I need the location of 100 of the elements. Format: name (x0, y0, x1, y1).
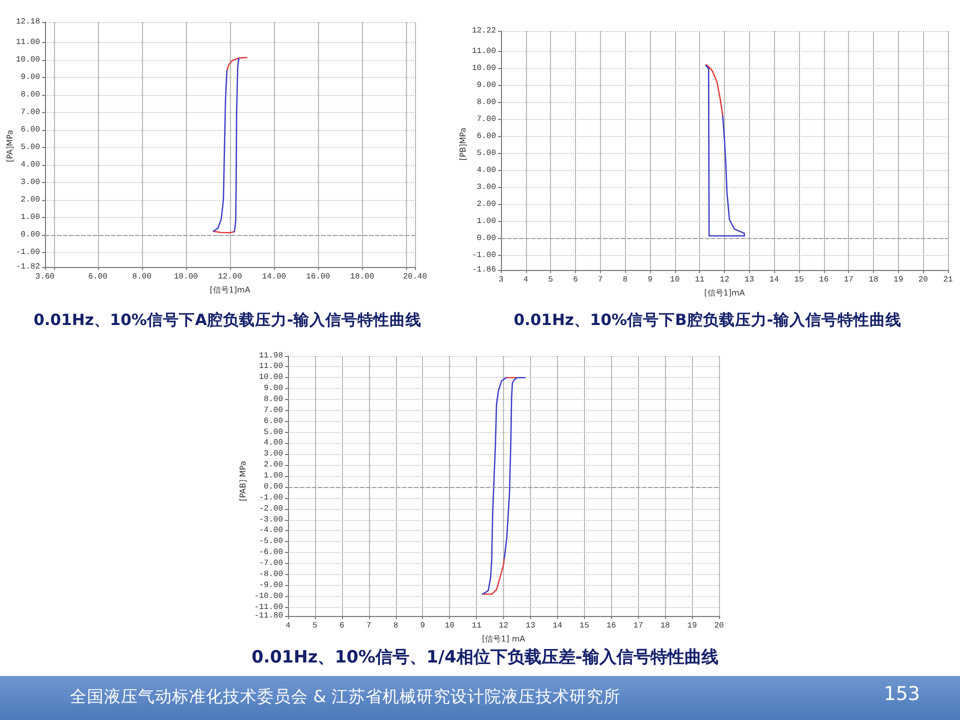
y-tick-label: -1.00 (16, 248, 40, 258)
x-tick-label: 10.00 (174, 272, 198, 282)
y-tick-label: -11.00 (254, 602, 284, 612)
y-axis-title: [PA]MPa (6, 130, 14, 162)
x-tick-label: 20 (714, 622, 724, 630)
y-tick-label: 3.00 (264, 450, 284, 459)
x-tick-label: 8.00 (132, 272, 152, 282)
x-tick-label: 8 (393, 622, 398, 630)
x-tick-label: 8 (622, 276, 628, 284)
x-tick-label: 16 (819, 276, 829, 284)
text: 153 (884, 683, 920, 705)
y-tick-label: 12.18 (16, 18, 40, 26)
line-series (482, 377, 507, 595)
x-axis-title: [信号1] mA (482, 634, 526, 644)
y-tick-label: -8.00 (258, 570, 284, 579)
y-tick-label: 3.00 (476, 183, 496, 192)
line-series (212, 70, 228, 232)
y-tick-label: -2.00 (258, 504, 284, 514)
y-tick-label: -1.00 (258, 493, 284, 502)
text: 0.01Hz、10%信号下A腔负载压力-输入信号特性曲线 (34, 311, 422, 329)
line-series (234, 57, 240, 232)
x-tick-label: 12 (720, 276, 730, 284)
x-tick-label: 11 (472, 622, 482, 630)
y-tick-label: -4.00 (258, 526, 284, 536)
x-tick-label: 9 (420, 622, 426, 630)
x-tick-label: 6 (339, 622, 344, 630)
y-tick-label: 2.00 (264, 460, 284, 470)
x-tick-label: 6 (573, 276, 578, 284)
x-tick-label: 15 (794, 276, 804, 284)
x-tick-label: 20.40 (402, 272, 428, 282)
x-tick-label: 21 (943, 276, 953, 284)
x-tick-label: 4 (286, 622, 291, 630)
x-tick-label: 12 (498, 622, 508, 630)
y-tick-label: 3.00 (20, 178, 40, 188)
y-tick-label: 9.00 (20, 73, 40, 82)
x-tick-label: 17 (633, 622, 644, 630)
y-tick-label: 12.22 (472, 26, 496, 36)
x-tick-label: 18.00 (350, 272, 374, 282)
x-tick-label: 15 (580, 622, 590, 630)
y-tick-label: 0.00 (20, 230, 40, 240)
y-tick-label: 8.00 (264, 395, 284, 404)
y-tick-label: 4.00 (20, 160, 40, 170)
x-tick-label: 4 (523, 276, 528, 284)
y-tick-label: -11.80 (254, 612, 284, 620)
y-tick-label: 9.00 (476, 81, 496, 90)
text: 0.01Hz、10%信号下B腔负载压力-输入信号特性曲线 (514, 311, 902, 329)
y-tick-label: 11.00 (472, 47, 496, 56)
x-tick-label: 16 (606, 622, 616, 630)
x-tick-label: 5 (312, 622, 318, 630)
x-tick-label: 18 (660, 622, 670, 630)
y-tick-label: -1.86 (472, 266, 496, 274)
y-tick-label: -10.00 (254, 592, 284, 601)
x-tick-label: 14 (552, 622, 562, 630)
x-tick-label: 17 (844, 276, 854, 284)
x-tick-label: 7 (366, 622, 372, 630)
y-tick-label: 6.00 (476, 132, 496, 142)
y-tick-label: -9.00 (258, 580, 284, 590)
y-tick-label: -1.00 (472, 250, 496, 260)
x-tick-label: 20 (918, 276, 928, 284)
x-tick-label: 13 (744, 276, 754, 284)
y-tick-label: 8.00 (20, 90, 40, 100)
x-axis-title: [信号1]mA (704, 288, 746, 298)
x-tick-label: 10 (444, 622, 455, 630)
x-tick-label: 9 (648, 276, 653, 284)
y-tick-label: 10.00 (16, 56, 40, 65)
x-tick-label: 5 (548, 276, 554, 284)
x-axis-title: [信号1]mA (210, 285, 251, 294)
y-tick-label: 2.00 (476, 200, 496, 209)
y-tick-label: 5.00 (476, 149, 496, 158)
y-tick-label: 11.00 (258, 362, 284, 372)
x-tick-label: 13 (526, 622, 536, 630)
x-tick-label: 11 (694, 276, 705, 284)
x-tick-label: 19 (894, 276, 904, 284)
x-tick-label: 14.00 (262, 272, 286, 282)
y-tick-label: 5.00 (20, 143, 40, 152)
y-tick-label: 7.00 (264, 406, 284, 415)
y-tick-label: 6.00 (20, 126, 40, 135)
line-series (705, 64, 746, 237)
y-tick-label: 4.00 (264, 438, 284, 448)
y-tick-label: 10.00 (472, 64, 496, 74)
x-tick-label: 19 (687, 622, 698, 630)
y-tick-label: 1.00 (476, 216, 496, 226)
y-tick-label: 4.00 (476, 166, 496, 176)
y-tick-label: 1.00 (20, 213, 40, 222)
y-tick-label: 7.00 (476, 115, 496, 124)
text: 全国液压气动标准化技术委员会 & 江苏省机械研究设计院液压技术研究所 (70, 687, 620, 706)
y-tick-label: -1.82 (16, 262, 40, 272)
x-tick-label: 3 (498, 276, 504, 284)
x-tick-label: 18 (868, 276, 878, 284)
y-tick-label: 6.00 (264, 416, 284, 426)
y-tick-label: 5.00 (264, 428, 284, 437)
line-series (504, 377, 526, 559)
y-tick-label: 7.00 (20, 108, 40, 118)
y-tick-label: -3.00 (258, 515, 284, 524)
x-tick-label: 10 (670, 276, 680, 284)
y-tick-label: 11.98 (258, 352, 284, 360)
x-tick-label: 6.00 (88, 272, 108, 282)
y-tick-label: 1.00 (264, 472, 284, 481)
x-tick-label: 14 (769, 276, 780, 284)
y-tick-label: 11.00 (16, 38, 40, 48)
